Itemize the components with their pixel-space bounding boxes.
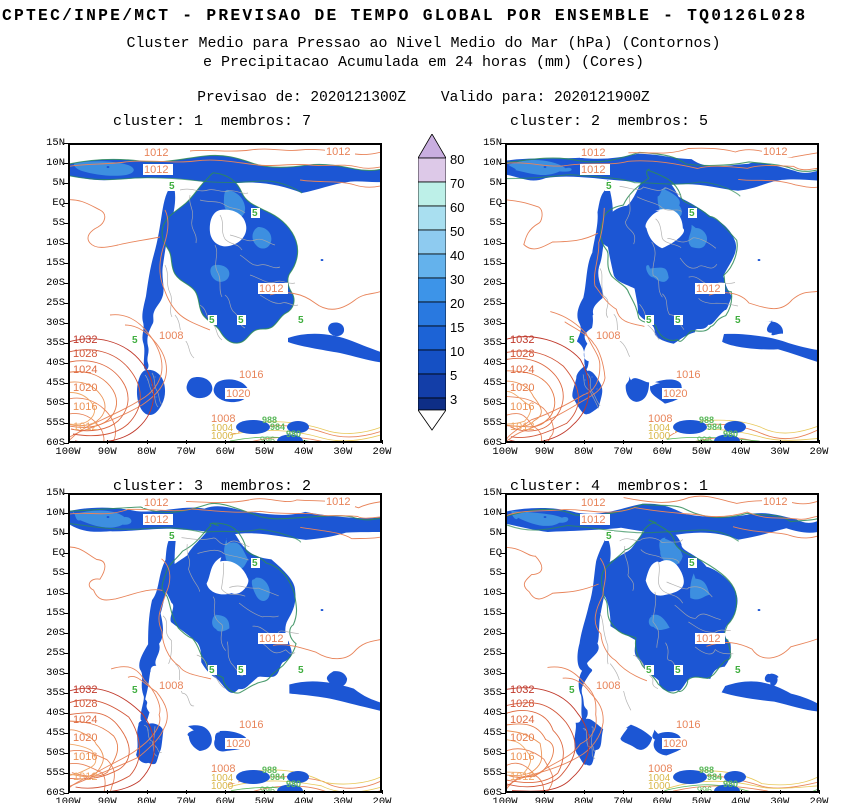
svg-text:1020: 1020: [73, 382, 97, 394]
svg-text:1012: 1012: [581, 514, 605, 526]
svg-text:1012: 1012: [581, 164, 605, 176]
svg-text:1016: 1016: [676, 719, 700, 731]
svg-text:1012: 1012: [581, 147, 605, 159]
svg-text:1032: 1032: [73, 684, 97, 696]
svg-text:1008: 1008: [159, 680, 183, 692]
svg-text:1012: 1012: [326, 496, 350, 508]
svg-text:1012: 1012: [144, 147, 168, 159]
svg-text:1012: 1012: [259, 633, 283, 645]
svg-text:1032: 1032: [73, 334, 97, 346]
svg-text:5: 5: [169, 181, 175, 192]
svg-text:5: 5: [646, 665, 652, 676]
svg-text:5: 5: [606, 181, 612, 192]
svg-text:1008: 1008: [159, 330, 183, 342]
svg-text:5: 5: [689, 558, 695, 569]
svg-text:996: 996: [260, 785, 275, 793]
svg-text:1016: 1016: [510, 751, 534, 763]
svg-text:5: 5: [252, 208, 258, 219]
svg-text:5: 5: [238, 665, 244, 676]
svg-text:5: 5: [298, 315, 304, 326]
svg-text:1008: 1008: [596, 680, 620, 692]
svg-text:1012: 1012: [581, 497, 605, 509]
svg-text:1024: 1024: [73, 714, 97, 726]
svg-text:1028: 1028: [73, 698, 97, 710]
svg-text:1028: 1028: [73, 348, 97, 360]
svg-text:1012: 1012: [510, 421, 534, 433]
svg-text:988: 988: [699, 765, 714, 775]
svg-text:1020: 1020: [663, 388, 687, 400]
svg-text:5: 5: [735, 315, 741, 326]
svg-text:1032: 1032: [510, 334, 534, 346]
svg-text:1000: 1000: [211, 431, 234, 442]
svg-text:1020: 1020: [510, 732, 534, 744]
svg-text:5: 5: [169, 531, 175, 542]
svg-text:1020: 1020: [73, 732, 97, 744]
svg-text:1028: 1028: [510, 698, 534, 710]
svg-text:1012: 1012: [144, 497, 168, 509]
svg-text:980: 980: [286, 429, 301, 439]
svg-text:996: 996: [260, 435, 275, 443]
svg-text:1000: 1000: [648, 431, 671, 442]
svg-text:1016: 1016: [239, 369, 263, 381]
svg-text:1016: 1016: [239, 719, 263, 731]
svg-text:1020: 1020: [663, 738, 687, 750]
svg-text:5: 5: [735, 665, 741, 676]
svg-text:988: 988: [699, 415, 714, 425]
svg-text:5: 5: [606, 531, 612, 542]
svg-text:1032: 1032: [510, 684, 534, 696]
svg-text:1020: 1020: [226, 388, 250, 400]
svg-text:1024: 1024: [510, 714, 534, 726]
svg-text:1012: 1012: [696, 283, 720, 295]
svg-text:1024: 1024: [73, 364, 97, 376]
svg-text:1012: 1012: [73, 771, 97, 783]
svg-text:980: 980: [723, 779, 738, 789]
svg-text:1000: 1000: [648, 781, 671, 792]
svg-text:5: 5: [675, 315, 681, 326]
svg-text:996: 996: [697, 435, 712, 443]
svg-text:5: 5: [569, 685, 575, 696]
svg-text:1008: 1008: [596, 330, 620, 342]
svg-text:5: 5: [569, 335, 575, 346]
svg-text:1012: 1012: [510, 771, 534, 783]
svg-text:5: 5: [238, 315, 244, 326]
svg-text:988: 988: [262, 415, 277, 425]
svg-text:1028: 1028: [510, 348, 534, 360]
svg-text:1016: 1016: [73, 751, 97, 763]
svg-text:1012: 1012: [259, 283, 283, 295]
svg-text:5: 5: [132, 685, 138, 696]
svg-text:1012: 1012: [144, 164, 168, 176]
svg-text:5: 5: [646, 315, 652, 326]
svg-text:1012: 1012: [696, 633, 720, 645]
svg-text:1016: 1016: [73, 401, 97, 413]
svg-text:1000: 1000: [211, 781, 234, 792]
svg-text:1016: 1016: [676, 369, 700, 381]
svg-text:1012: 1012: [73, 421, 97, 433]
svg-text:1020: 1020: [226, 738, 250, 750]
svg-text:5: 5: [298, 665, 304, 676]
svg-text:1016: 1016: [510, 401, 534, 413]
svg-text:5: 5: [209, 315, 215, 326]
svg-text:1012: 1012: [763, 146, 787, 158]
svg-text:996: 996: [697, 785, 712, 793]
svg-text:5: 5: [209, 665, 215, 676]
svg-text:1020: 1020: [510, 382, 534, 394]
svg-text:1012: 1012: [144, 514, 168, 526]
svg-text:1012: 1012: [326, 146, 350, 158]
svg-text:980: 980: [286, 779, 301, 789]
svg-text:5: 5: [252, 558, 258, 569]
svg-text:5: 5: [675, 665, 681, 676]
svg-text:988: 988: [262, 765, 277, 775]
svg-text:1024: 1024: [510, 364, 534, 376]
svg-text:980: 980: [723, 429, 738, 439]
svg-text:5: 5: [689, 208, 695, 219]
svg-text:5: 5: [132, 335, 138, 346]
svg-text:1012: 1012: [763, 496, 787, 508]
